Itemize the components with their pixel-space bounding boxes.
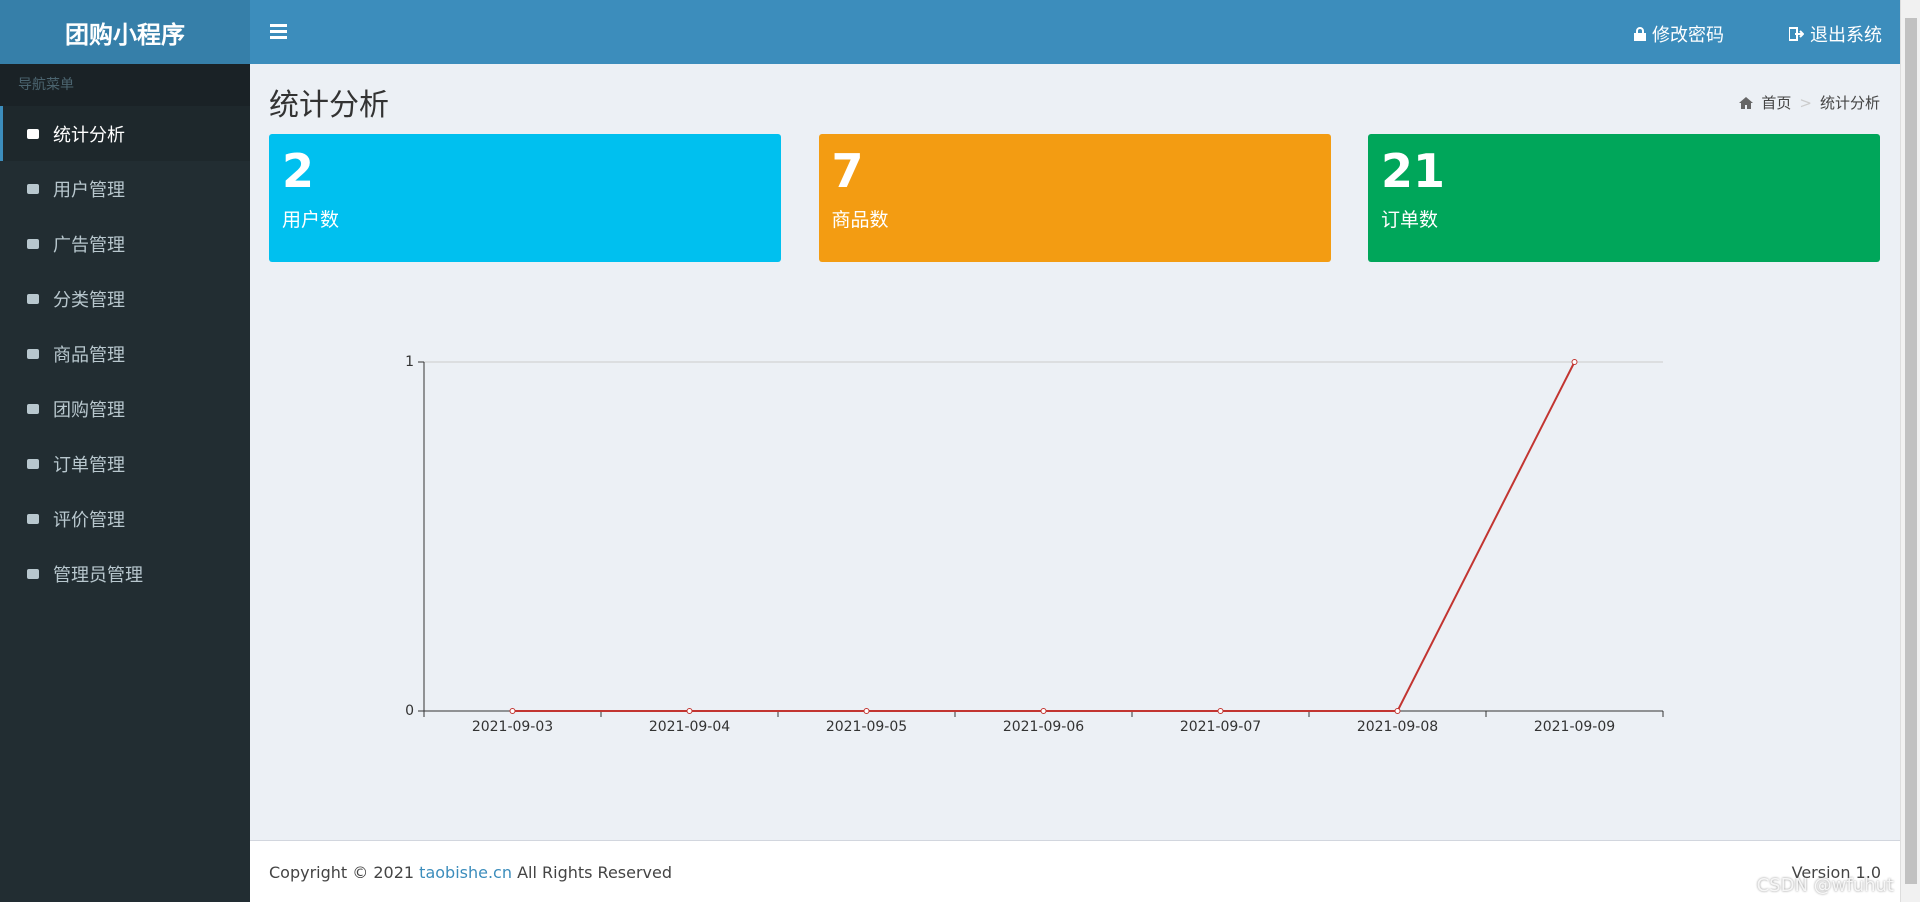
stat-box: 21 订单数 [1368,134,1880,262]
y-tick-label: 0 [405,703,414,719]
point [686,708,693,714]
menu-label: 商品管理 [53,344,125,366]
icon-shape [27,238,39,249]
icon-shape [27,128,39,139]
page-title: 统计分析 [269,88,389,123]
version: Version 1.0 [1791,863,1881,882]
menu-item[interactable]: 商品管理 [0,326,250,381]
breadcrumb: 首页 > 统计分析 [1739,92,1880,113]
breadcrumb-link[interactable]: 首页 [1761,94,1792,112]
breadcrumb-separator: > [1799,93,1812,112]
x-tick-label: 2021-09-04 [649,719,730,735]
logo[interactable]: 团购小程序 [0,0,250,64]
stat-value: 7 [831,144,864,198]
point [509,708,516,714]
stat-label: 用户数 [282,208,340,231]
top-bar: 修改密码 退出系统 [250,0,1900,64]
logout-text: 退出系统 [1810,25,1882,46]
menu-icon [27,513,39,524]
menu-icon [27,568,39,579]
icon-shape [27,458,39,469]
copyright: Copyright © 2021 taobishe.cn All Rights … [269,863,672,882]
menu-label: 订单管理 [53,454,125,476]
breadcrumb-current: 统计分析 [1819,94,1880,112]
menu-item[interactable]: 订单管理 [0,436,250,491]
footer-link[interactable]: taobishe.cn [419,863,512,882]
point [863,708,870,714]
icon-shape [27,513,39,524]
footer: Copyright © 2021 taobishe.cn All Rights … [250,840,1900,902]
menu-icon [27,403,39,414]
menu-item[interactable]: 团购管理 [0,381,250,436]
menu-item[interactable]: 统计分析 [0,106,250,161]
chart: 0 1 2021-09-03 2021-09-04 2021-09-05 2021-09-… [405,354,1664,735]
sidebar-heading: 导航菜单 [0,64,250,106]
menu-icon [27,458,39,469]
point [1217,708,1224,714]
x-tick-label: 2021-09-03 [472,719,553,735]
stat-box: 2 用户数 [269,134,781,262]
menu-label: 广告管理 [53,234,125,256]
menu-icon [27,293,39,304]
stat-value: 21 [1381,144,1446,198]
change-password-text: 修改密码 [1652,25,1724,46]
icon-shape [27,183,39,194]
menu-toggle[interactable] [270,24,287,39]
menu-label: 统计分析 [53,124,125,146]
home-icon [1739,96,1754,109]
x-tick-label: 2021-09-08 [1357,719,1438,735]
stat-label: 订单数 [1381,208,1439,231]
point [1040,708,1047,714]
menu-item[interactable]: 管理员管理 [0,546,250,601]
scrollbar[interactable] [1900,0,1920,902]
menu-icon [27,348,39,359]
x-tick-label: 2021-09-06 [1003,719,1084,735]
icon-shape [27,403,39,414]
menu-item[interactable]: 分类管理 [0,271,250,326]
menu: 统计分析用户管理广告管理分类管理商品管理团购管理订单管理评价管理管理员管理 [0,106,250,601]
menu-icon [27,183,39,194]
line [512,361,1576,712]
icon-shape [27,348,39,359]
y-tick-label: 1 [405,354,414,370]
menu-label: 管理员管理 [53,564,143,586]
menu-label: 团购管理 [53,399,125,421]
logout-button[interactable]: 退出系统 [1789,21,1882,47]
menu-label: 用户管理 [53,179,125,201]
menu-label: 分类管理 [53,289,125,311]
x-tick-label: 2021-09-09 [1534,719,1615,735]
stat-value: 2 [282,144,315,198]
copyright-text: Copyright © 2021 [269,863,415,882]
point [1394,708,1401,714]
stat-label: 商品数 [831,208,889,231]
menu-icon [27,238,39,249]
menu-label: 评价管理 [53,509,125,531]
icon-shape [27,568,39,579]
x-tick-label: 2021-09-05 [826,719,907,735]
menu-icon [27,128,39,139]
menu-item[interactable]: 广告管理 [0,216,250,271]
watermark: CSDN @wfuhut [1756,875,1894,896]
sidebar: 导航菜单 统计分析用户管理广告管理分类管理商品管理团购管理订单管理评价管理管理员… [0,64,250,902]
stat-box: 7 商品数 [818,134,1331,262]
change-password-button[interactable]: 修改密码 [1634,21,1724,47]
point [1571,359,1578,365]
menu-item[interactable]: 评价管理 [0,491,250,546]
x-tick-label: 2021-09-07 [1180,719,1261,735]
rights-text: All Rights Reserved [517,863,673,882]
icon-shape [27,293,39,304]
menu-item[interactable]: 用户管理 [0,161,250,216]
